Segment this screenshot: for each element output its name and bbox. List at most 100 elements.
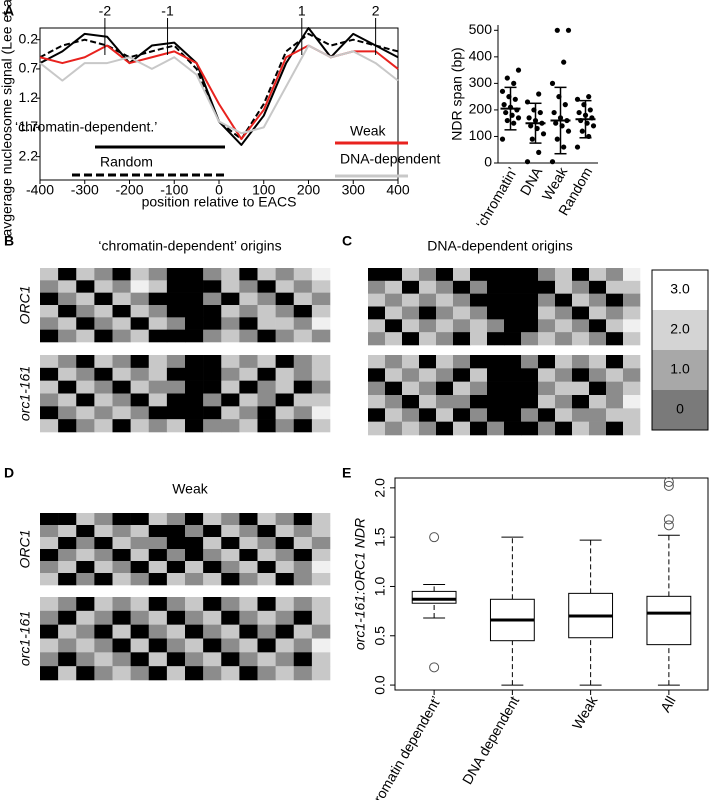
heatmap-cell [257, 638, 276, 653]
heatmap-cell [94, 525, 113, 538]
heatmap-cell [239, 406, 258, 420]
heatmap-cell [538, 355, 556, 369]
heatmap-cell [203, 624, 222, 639]
heatmap-cell [40, 513, 59, 526]
heatmap-cell [130, 573, 150, 586]
heatmap-cell [606, 319, 624, 333]
heatmap-cell [538, 381, 556, 396]
heatmap-cell [453, 421, 471, 436]
heatmap-cell [112, 406, 131, 420]
heatmap-cell [419, 421, 437, 436]
heatmap-cell [487, 381, 505, 396]
heatmap-cell [203, 393, 222, 407]
heatmap-cell [76, 666, 95, 681]
heatmap-cell [58, 292, 77, 306]
heatmap-cell [58, 355, 77, 369]
heatmap-cell [148, 419, 168, 433]
heatmap-cell [504, 332, 522, 346]
data-point [586, 94, 592, 100]
heatmap-cell [311, 525, 331, 538]
heatmap-cell [40, 597, 59, 612]
heatmap-cell [239, 268, 258, 281]
heatmap-cell [203, 355, 222, 369]
x-tick-label: ‘chromatin dependent’ [361, 693, 444, 800]
heatmap-cell [130, 393, 150, 407]
heatmap-cell [203, 638, 222, 653]
heatmap-cell [76, 355, 95, 369]
heatmap-cell [130, 638, 150, 653]
heatmap-cell [555, 280, 573, 294]
heatmap-cell [166, 329, 186, 343]
heatmap-cell [76, 624, 95, 639]
heatmap-cell [40, 355, 59, 369]
heatmap-cell [185, 561, 204, 574]
heatmap-cell [311, 666, 331, 681]
y-axis-label: avgerage nucleosome signal (Lee et al) [0, 0, 15, 237]
heatmap-cell [470, 332, 488, 346]
y-tick-label: 0.7 [19, 60, 39, 76]
heatmap-cell [76, 380, 95, 394]
heatmap-cell [185, 367, 204, 381]
heatmap-cell [538, 332, 556, 346]
heatmap-cell [94, 268, 113, 281]
heatmap-cell [221, 419, 240, 433]
heatmap-cell [148, 624, 168, 639]
heatmap-cell [221, 305, 240, 318]
heatmap-cell [166, 597, 186, 612]
y-tick-label: 200 [469, 101, 493, 117]
data-point [561, 59, 567, 65]
heatmap-cell [166, 380, 186, 394]
heatmap-cell [487, 293, 505, 307]
marker-label: 2 [372, 3, 380, 19]
heatmap-cell [76, 638, 95, 653]
heatmap-cell [521, 280, 539, 294]
heatmap-cell [257, 597, 276, 612]
heatmap-cell [148, 597, 168, 612]
heatmap-cell [203, 549, 222, 562]
heatmap-cell [293, 419, 313, 433]
heatmap-cell [275, 610, 295, 625]
heatmap-cell [40, 537, 59, 550]
colorbar-label: 2.0 [670, 321, 690, 337]
heatmap-cell [40, 280, 59, 293]
heatmap-cell [239, 525, 258, 538]
heatmap-cell [239, 610, 258, 625]
heatmap-cell [504, 293, 522, 307]
data-point [524, 99, 531, 105]
heatmap-cell [148, 666, 168, 681]
heatmap-cell [311, 280, 331, 293]
row-label: orc1-161 [17, 366, 33, 421]
heatmap-cell [436, 355, 454, 369]
heatmap-cell [203, 329, 222, 343]
legend-label: Random [100, 154, 153, 170]
heatmap-cell [203, 513, 222, 526]
heatmap-cell [148, 513, 168, 526]
x-tick-label: -200 [115, 182, 143, 198]
heatmap-cell [470, 395, 488, 409]
heatmap-cell [185, 329, 204, 343]
heatmap-cell [275, 652, 295, 667]
x-tick-label: 400 [386, 182, 410, 198]
heatmap-cell [148, 317, 168, 330]
heatmap-cell [470, 280, 488, 294]
heatmap-cell [40, 292, 59, 306]
heatmap-cell [436, 332, 454, 346]
heatmap-cell [419, 408, 437, 422]
x-tick-label: DNA dependent [459, 693, 522, 787]
heatmap-cell [436, 280, 454, 294]
heatmap-cell [76, 419, 95, 433]
heatmap-cell [436, 268, 454, 282]
heatmap-cell [130, 380, 150, 394]
data-point [529, 136, 535, 142]
heatmap-cell [385, 306, 403, 320]
heatmap-cell [58, 280, 77, 293]
heatmap-cell [76, 317, 95, 330]
heatmap-cell [94, 355, 113, 369]
data-point [590, 123, 597, 129]
heatmap-cell [257, 292, 276, 306]
y-axis-label: orc1-161:ORC1 NDR [352, 518, 368, 650]
heatmap-cell [166, 268, 186, 281]
data-point [511, 120, 517, 126]
heatmap-cell [257, 280, 276, 293]
heatmap-cell [112, 305, 131, 318]
